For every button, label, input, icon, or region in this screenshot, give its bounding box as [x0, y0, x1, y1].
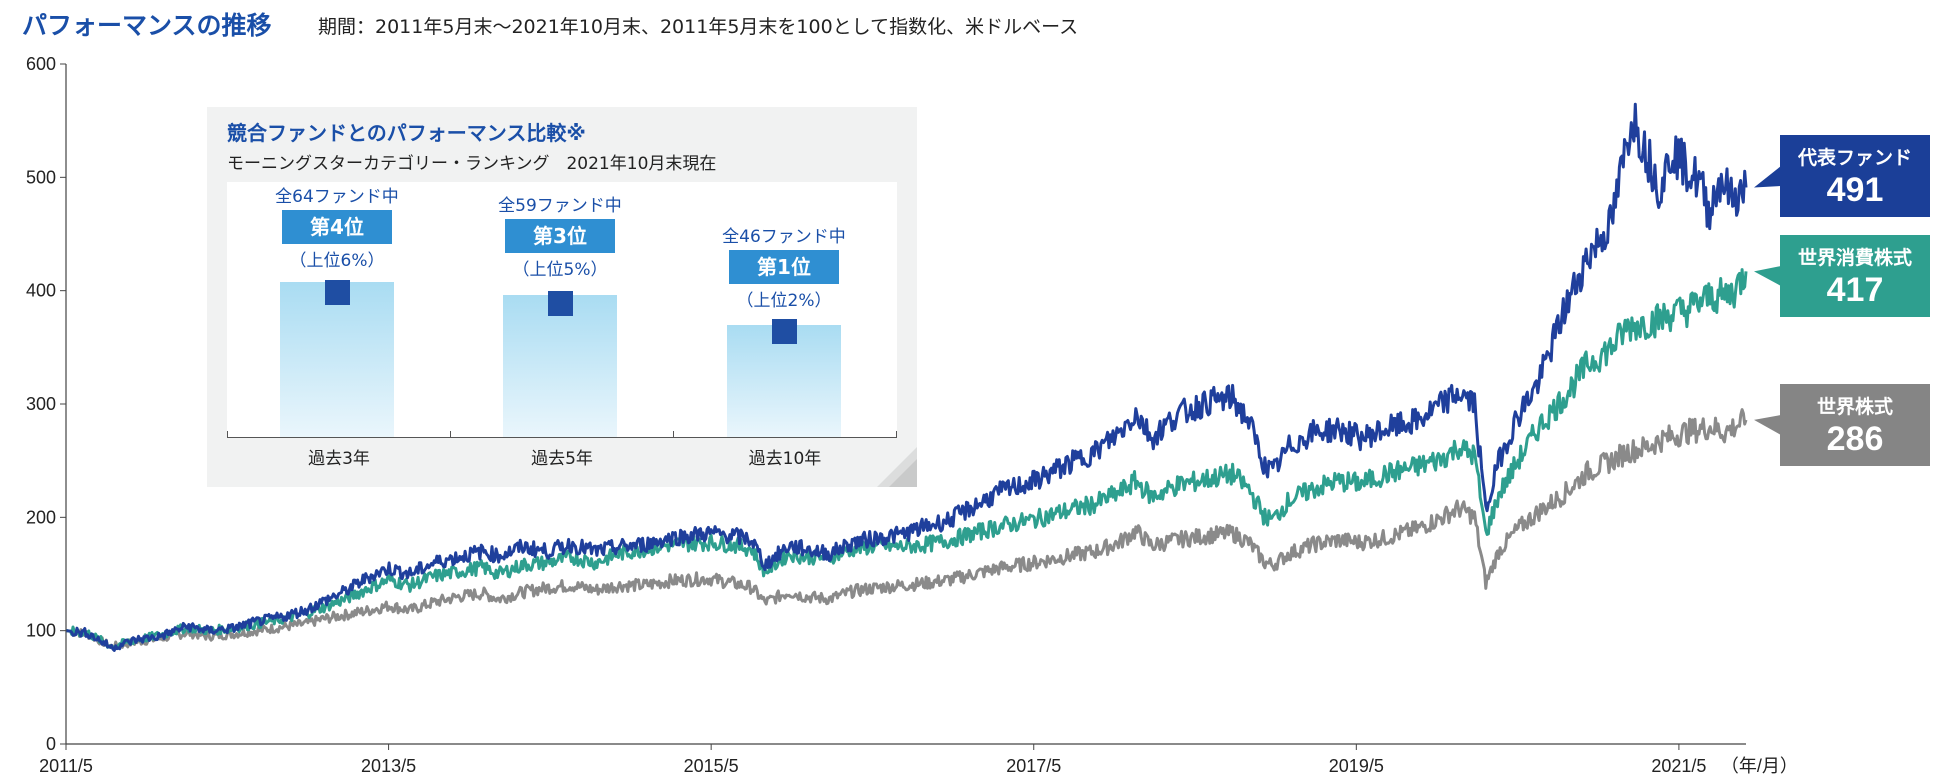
- chart-series: [66, 102, 1781, 652]
- x-tick-label: 2011/5: [39, 756, 93, 776]
- ranking-label-10y: 全46ファンド中 第1位 （上位2%）: [722, 222, 846, 311]
- end-label-value: 417: [1826, 271, 1884, 309]
- page-title: パフォーマンスの推移: [22, 11, 272, 40]
- x-tick-label: 2017/5: [1006, 756, 1061, 776]
- ranking-position: 第4位: [282, 210, 392, 244]
- ranking-total: 全46ファンド中: [722, 227, 846, 247]
- x-tick-label: 2019/5: [1329, 756, 1384, 776]
- ranking-total: 全64ファンド中: [275, 187, 399, 207]
- ranking-inset: 競合ファンドとのパフォーマンス比較※ モーニングスターカテゴリー・ランキング 2…: [207, 107, 917, 487]
- end-label-name: 世界株式: [1816, 396, 1893, 418]
- ranking-marker-5y: [548, 291, 573, 316]
- series-line-2: [66, 408, 1748, 651]
- end-label-pointer: [1754, 166, 1781, 188]
- ranking-percentile: （上位6%）: [289, 251, 385, 271]
- x-unit-label: （年/月）: [1721, 756, 1798, 776]
- chart-axes: 0 100 200 300 400 500 600 2011/5 2013/5 2015/5 201…: [26, 54, 1798, 776]
- ranking-position: 第1位: [729, 250, 839, 284]
- ranking-axis-tick: [450, 431, 451, 437]
- ranking-category-10y: 過去10年: [748, 449, 822, 469]
- end-label-pointer: [1754, 266, 1781, 286]
- series-line-0: [66, 102, 1748, 652]
- end-label-value: 491: [1826, 171, 1884, 209]
- end-label-global-equity: 世界株式 286: [1780, 384, 1930, 466]
- ranking-percentile: （上位2%）: [736, 291, 832, 311]
- series-line-1: [66, 268, 1748, 651]
- ranking-label-5y: 全59ファンド中 第3位 （上位5%）: [498, 191, 622, 280]
- y-tick-label: 300: [26, 394, 56, 414]
- x-tick-label: 2013/5: [361, 756, 416, 776]
- ranking-panel: 全64ファンド中 第4位 （上位6%） 全59ファンド中 第3位 （上位5%） …: [227, 182, 897, 437]
- ranking-bar-5y: [503, 295, 617, 437]
- x-tick-label: 2021/5: [1651, 756, 1706, 776]
- y-tick-label: 400: [26, 281, 56, 301]
- ranking-axis-tick: [227, 431, 228, 437]
- end-label-name: 代表ファンド: [1797, 147, 1912, 169]
- end-label-global-consumer-equity: 世界消費株式 417: [1780, 235, 1930, 317]
- ranking-bar-3y: [280, 282, 394, 437]
- ranking-total: 全59ファンド中: [498, 196, 622, 216]
- y-tick-label: 500: [26, 167, 56, 187]
- y-tick-label: 200: [26, 507, 56, 527]
- end-label-representative-fund: 代表ファンド 491: [1780, 135, 1930, 217]
- ranking-label-3y: 全64ファンド中 第4位 （上位6%）: [275, 182, 399, 271]
- ranking-percentile: （上位5%）: [512, 260, 608, 280]
- ranking-marker-10y: [772, 319, 797, 344]
- end-label-pointer: [1754, 415, 1781, 435]
- period-note: 期間：2011年5月末〜2021年10月末、2011年5月末を100として指数化…: [318, 16, 1079, 38]
- ranking-marker-3y: [325, 280, 350, 305]
- end-label-value: 286: [1826, 420, 1884, 458]
- y-tick-label: 100: [26, 621, 56, 641]
- y-tick-label: 0: [46, 734, 56, 754]
- end-label-name: 世界消費株式: [1797, 247, 1912, 269]
- ranking-axis-tick: [896, 431, 897, 437]
- y-tick-label: 600: [26, 54, 56, 74]
- ranking-category-3y: 過去3年: [308, 449, 370, 469]
- inset-subtitle: モーニングスターカテゴリー・ランキング 2021年10月末現在: [227, 154, 717, 174]
- ranking-axis: [227, 437, 897, 438]
- ranking-position: 第3位: [505, 219, 615, 253]
- x-tick-label: 2015/5: [684, 756, 739, 776]
- ranking-category-5y: 過去5年: [531, 449, 593, 469]
- inset-title: 競合ファンドとのパフォーマンス比較※: [227, 121, 586, 145]
- inset-corner-fold: [877, 447, 917, 487]
- ranking-axis-tick: [673, 431, 674, 437]
